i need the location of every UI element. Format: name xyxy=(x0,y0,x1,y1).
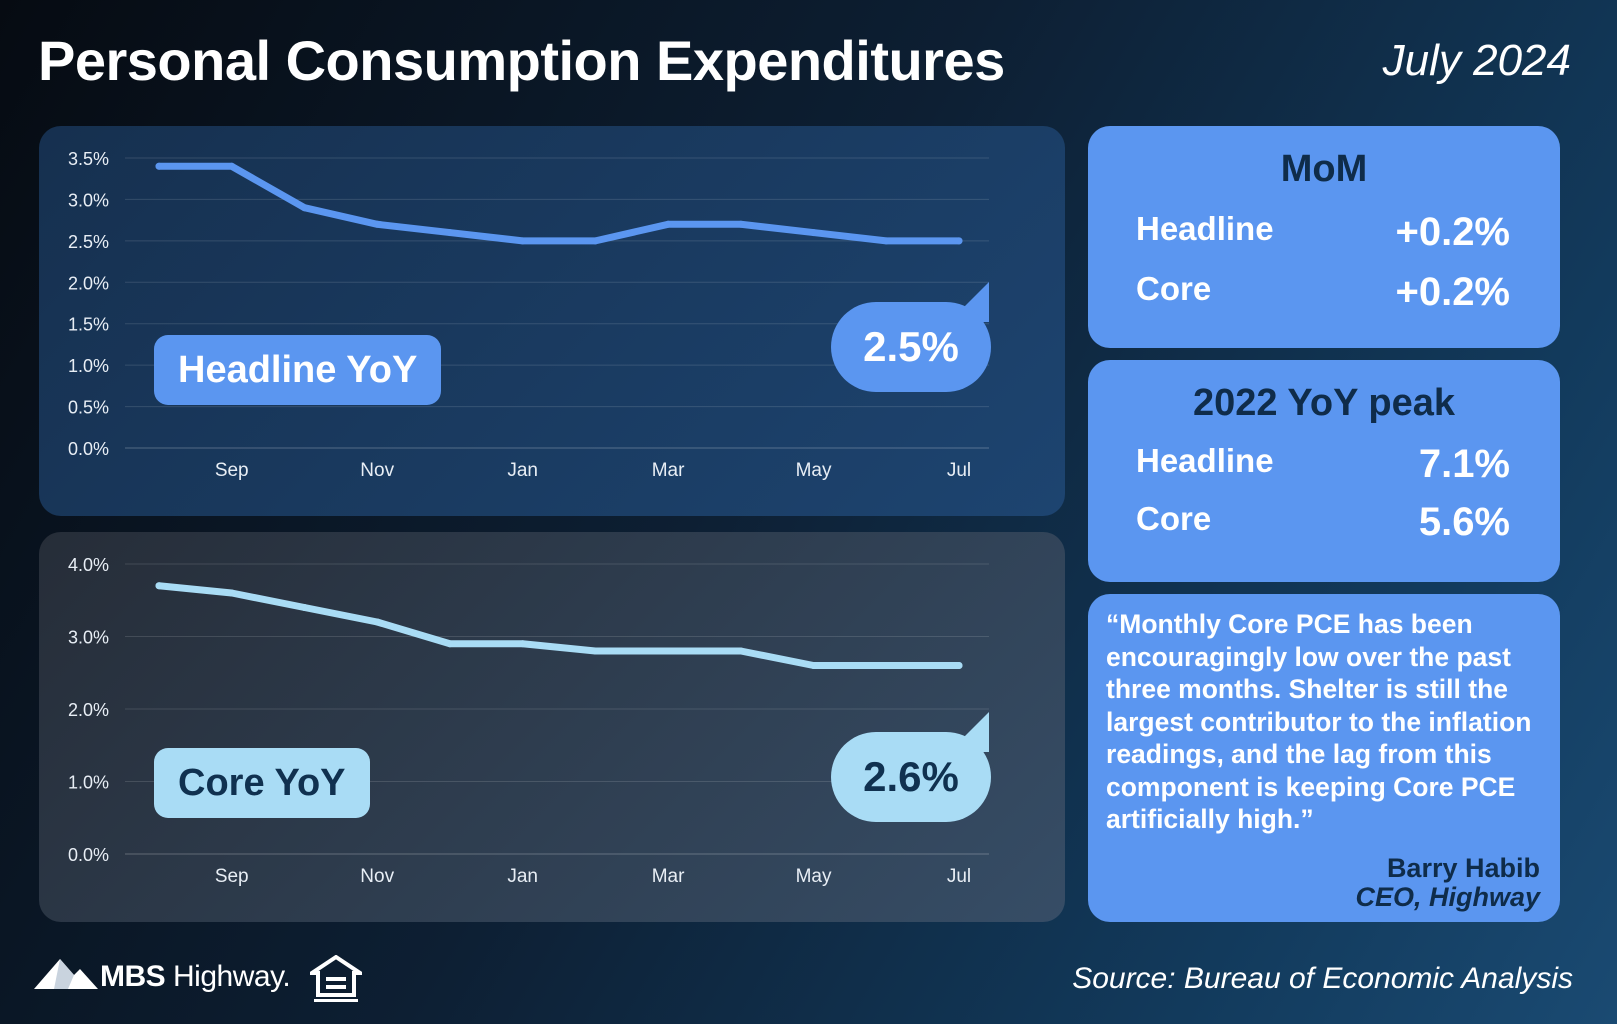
data-point xyxy=(591,647,599,655)
data-point xyxy=(664,647,672,655)
peak-core-label: Core xyxy=(1136,500,1212,537)
data-point xyxy=(373,220,381,228)
quote-author: Barry Habib xyxy=(1386,853,1540,883)
data-point xyxy=(300,604,308,611)
mom-card: MoM Headline +0.2% Core +0.2% xyxy=(1088,126,1560,348)
mountain-logo-icon xyxy=(34,959,98,989)
mom-headline-label: Headline xyxy=(1136,210,1274,247)
data-point xyxy=(446,640,454,648)
peak-core-row: Core 5.6% xyxy=(1136,500,1510,544)
headline-value: 2.5% xyxy=(831,302,991,392)
x-tick-label: Sep xyxy=(215,866,249,887)
data-point xyxy=(228,589,236,597)
data-point xyxy=(955,662,963,669)
y-tick-label: 0.0% xyxy=(68,439,109,459)
mom-core-row: Core +0.2% xyxy=(1136,270,1510,314)
headline-chart-panel: 0.0% 0.5% 1.0% 1.5% 2.0% 2.5% 3.0% 3.5% Sep Nov Ja… xyxy=(39,126,1065,516)
peak-core-value: 5.6% xyxy=(1418,500,1510,544)
data-point xyxy=(882,237,890,245)
brand-logo-text: MBS Highway. xyxy=(100,960,291,994)
y-tick-label: 4.0% xyxy=(68,555,109,575)
mom-title: MoM xyxy=(1280,148,1368,190)
data-point xyxy=(228,162,236,170)
core-value: 2.6% xyxy=(831,732,991,822)
quote-role: CEO, Highway xyxy=(1355,882,1540,912)
peak-headline-row: Headline 7.1% xyxy=(1136,442,1510,486)
data-point xyxy=(519,237,527,245)
brand-logo-prefix: MBS xyxy=(100,960,166,993)
headline-value-callout: 2.5% xyxy=(831,282,1001,392)
data-point xyxy=(882,662,890,669)
headline-series-label: Headline YoY xyxy=(154,335,442,405)
data-point xyxy=(810,662,818,669)
source-note: Source: Bureau of Economic Analysis xyxy=(1072,962,1573,995)
equal-housing-icon xyxy=(310,955,362,1002)
brand-logo-name: Highway. xyxy=(173,960,291,993)
y-tick-label: 0.5% xyxy=(68,398,109,418)
y-tick-label: 2.5% xyxy=(68,232,109,252)
peak-headline-value: 7.1% xyxy=(1418,442,1510,486)
core-series-label: Core YoY xyxy=(154,748,370,818)
headline-chart: 0.0% 0.5% 1.0% 1.5% 2.0% 2.5% 3.0% 3.5% Sep Nov Ja… xyxy=(68,149,989,481)
data-point xyxy=(373,618,381,626)
data-point xyxy=(737,220,745,228)
x-tick-label: May xyxy=(796,460,832,481)
x-tick-label: Sep xyxy=(215,460,249,481)
x-tick-label: Jan xyxy=(507,460,538,481)
series-line xyxy=(155,582,963,669)
y-tick-label: 2.0% xyxy=(68,273,109,293)
data-point xyxy=(955,237,963,245)
data-point xyxy=(664,220,672,228)
page-title: Personal Consumption Expenditures xyxy=(38,29,1005,92)
data-point xyxy=(300,204,308,212)
mom-core-value: +0.2% xyxy=(1395,270,1510,314)
y-tick-label: 1.0% xyxy=(68,356,109,376)
y-tick-label: 3.0% xyxy=(68,190,109,210)
x-tick-label: Mar xyxy=(652,866,685,887)
data-point xyxy=(155,582,163,590)
x-tick-label: Nov xyxy=(360,866,394,887)
peak-headline-label: Headline xyxy=(1136,442,1274,479)
x-tick-label: Nov xyxy=(360,460,394,481)
y-tick-label: 1.0% xyxy=(68,773,109,793)
x-tick-label: Jul xyxy=(947,460,971,481)
x-tick-label: Mar xyxy=(652,460,685,481)
peak-card: 2022 YoY peak Headline 7.1% Core 5.6% xyxy=(1088,360,1560,582)
quote-attribution: Barry Habib CEO, Highway xyxy=(1355,854,1540,912)
core-value-callout: 2.6% xyxy=(831,712,1001,822)
core-chart-panel: 0.0% 1.0% 2.0% 3.0% 4.0% Sep Nov Jan Mar May Jul C… xyxy=(39,532,1065,922)
y-tick-label: 2.0% xyxy=(68,700,109,720)
y-tick-label: 3.5% xyxy=(68,149,109,169)
series-line xyxy=(155,162,963,245)
quote-card: “Monthly Core PCE has been encouragingly… xyxy=(1088,594,1560,922)
data-point xyxy=(737,647,745,655)
data-point xyxy=(591,237,599,245)
x-tick-label: May xyxy=(796,866,832,887)
peak-title: 2022 YoY peak xyxy=(1193,382,1455,424)
x-tick-label: Jan xyxy=(507,866,538,887)
y-tick-label: 0.0% xyxy=(68,845,109,865)
data-point xyxy=(519,640,527,648)
data-point xyxy=(810,229,818,237)
report-date: July 2024 xyxy=(1382,36,1571,85)
y-tick-label: 1.5% xyxy=(68,315,109,335)
mom-headline-value: +0.2% xyxy=(1395,210,1510,254)
y-tick-label: 3.0% xyxy=(68,628,109,648)
mom-headline-row: Headline +0.2% xyxy=(1136,210,1510,254)
data-point xyxy=(446,229,454,237)
x-tick-label: Jul xyxy=(947,866,971,887)
mom-core-label: Core xyxy=(1136,270,1212,307)
core-chart: 0.0% 1.0% 2.0% 3.0% 4.0% Sep Nov Jan Mar May Jul xyxy=(68,555,989,887)
quote-text: “Monthly Core PCE has been encouragingly… xyxy=(1106,609,1532,834)
data-point xyxy=(155,162,163,170)
